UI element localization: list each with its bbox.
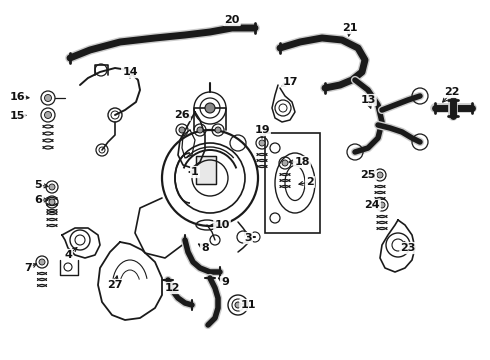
Circle shape <box>45 94 51 102</box>
Text: 14: 14 <box>122 67 138 77</box>
Text: 7: 7 <box>24 263 32 273</box>
Text: 10: 10 <box>214 220 230 230</box>
Text: 24: 24 <box>364 200 380 210</box>
Text: 20: 20 <box>224 15 240 25</box>
Text: 22: 22 <box>444 87 460 97</box>
Text: 26: 26 <box>174 110 190 120</box>
Circle shape <box>205 103 215 113</box>
Text: 15: 15 <box>9 111 24 121</box>
Circle shape <box>49 184 55 190</box>
Circle shape <box>282 160 288 166</box>
Text: 11: 11 <box>240 300 256 310</box>
Text: 21: 21 <box>342 23 358 33</box>
Text: 1: 1 <box>191 167 199 177</box>
Text: 23: 23 <box>400 243 416 253</box>
Text: 2: 2 <box>306 177 314 187</box>
Circle shape <box>377 172 383 178</box>
Bar <box>265 133 320 233</box>
Text: 4: 4 <box>64 250 72 260</box>
Text: 8: 8 <box>201 243 209 253</box>
Text: 25: 25 <box>360 170 376 180</box>
Text: 19: 19 <box>254 125 270 135</box>
Text: 6: 6 <box>34 195 42 205</box>
Text: 3: 3 <box>244 233 252 243</box>
Circle shape <box>39 259 45 265</box>
Text: 13: 13 <box>360 95 376 105</box>
Circle shape <box>379 202 385 208</box>
Text: 9: 9 <box>221 277 229 287</box>
Circle shape <box>45 112 51 118</box>
Text: 12: 12 <box>164 283 180 293</box>
Bar <box>196 156 216 184</box>
Circle shape <box>49 199 55 205</box>
Circle shape <box>197 127 203 133</box>
Circle shape <box>259 140 265 146</box>
Text: 18: 18 <box>294 157 310 167</box>
Text: 5: 5 <box>34 180 42 190</box>
Circle shape <box>179 127 185 133</box>
Circle shape <box>215 127 221 133</box>
Circle shape <box>235 302 241 308</box>
Text: 16: 16 <box>9 92 25 102</box>
Bar <box>196 156 216 184</box>
Text: 17: 17 <box>282 77 298 87</box>
Text: 27: 27 <box>107 280 123 290</box>
